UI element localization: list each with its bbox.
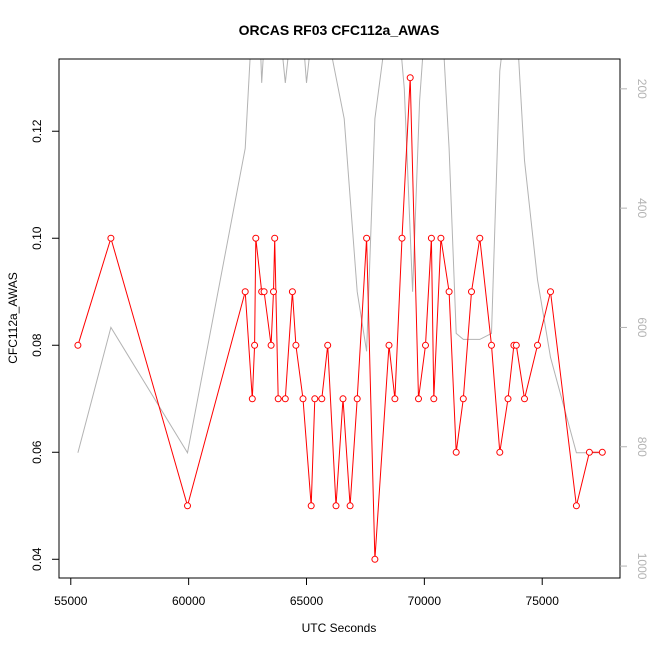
y-axis: 0.04 0.06 0.08 0.10 0.12 xyxy=(30,119,59,571)
data-point xyxy=(332,502,340,510)
data-point xyxy=(534,341,541,349)
data-point xyxy=(488,341,495,349)
data-point xyxy=(248,395,256,403)
data-point xyxy=(267,341,275,349)
y-tick-label: 0.10 xyxy=(30,226,44,250)
data-point xyxy=(572,502,580,510)
data-point xyxy=(318,395,326,403)
data-point xyxy=(385,341,393,349)
x-tick-label: 65000 xyxy=(290,594,324,608)
data-point xyxy=(521,395,528,403)
right-y-tick-label: 600 xyxy=(635,317,649,337)
data-point xyxy=(398,234,406,242)
data-point xyxy=(585,448,593,456)
data-point xyxy=(371,555,379,563)
chart-title: ORCAS RF03 CFC112a_AWAS xyxy=(239,22,440,38)
data-point xyxy=(270,288,277,296)
right-y-tick-label: 200 xyxy=(635,79,649,99)
x-tick-label: 75000 xyxy=(526,594,560,608)
y-axis-label: CFC112a_AWAS xyxy=(6,272,20,364)
data-point xyxy=(324,341,332,349)
data-point xyxy=(476,234,484,242)
data-point xyxy=(311,395,319,403)
y-tick-label: 0.08 xyxy=(30,333,44,357)
x-tick-label: 60000 xyxy=(172,594,206,608)
plot-frame xyxy=(58,58,621,579)
data-point xyxy=(307,502,315,510)
data-point xyxy=(184,502,191,510)
right-y-tick-label: 800 xyxy=(635,437,649,457)
y-tick-label: 0.12 xyxy=(30,119,44,143)
data-point xyxy=(459,395,467,403)
data-point xyxy=(437,234,445,242)
x-axis-label: UTC Seconds xyxy=(302,621,377,635)
plot-area xyxy=(74,59,606,563)
data-point xyxy=(430,395,438,403)
data-point xyxy=(496,448,504,456)
data-point xyxy=(74,341,82,349)
data-point xyxy=(415,395,422,403)
data-point xyxy=(274,395,282,403)
data-point xyxy=(346,502,354,510)
data-point xyxy=(445,288,453,296)
data-point xyxy=(339,395,347,403)
x-axis: 55000 60000 65000 70000 75000 xyxy=(54,578,559,608)
data-point xyxy=(251,341,259,349)
x-tick-label: 70000 xyxy=(408,594,442,608)
x-tick-label: 55000 xyxy=(54,594,88,608)
data-point xyxy=(252,234,260,242)
right-y-axis: 200 400 600 800 1000 xyxy=(620,79,649,580)
data-point xyxy=(391,395,399,403)
data-point xyxy=(107,234,115,242)
data-point xyxy=(452,448,460,456)
data-point xyxy=(427,234,435,242)
data-point xyxy=(598,448,606,456)
data-point xyxy=(363,234,371,242)
y-tick-label: 0.04 xyxy=(30,547,44,571)
data-point xyxy=(504,395,512,403)
right-y-tick-label: 1000 xyxy=(635,553,649,580)
altitude-series-line xyxy=(77,59,603,455)
data-point xyxy=(260,288,268,296)
data-point xyxy=(299,395,307,403)
data-point xyxy=(241,288,249,296)
data-point xyxy=(271,234,279,242)
data-point xyxy=(547,288,554,296)
right-y-tick-label: 400 xyxy=(635,198,649,218)
data-point xyxy=(281,395,289,403)
data-point xyxy=(406,74,414,82)
data-point xyxy=(353,395,361,403)
data-point xyxy=(422,341,429,349)
data-point xyxy=(512,341,520,349)
data-point xyxy=(468,288,475,296)
cfc112a-series-line xyxy=(77,77,603,560)
data-point xyxy=(288,288,296,296)
data-point xyxy=(292,341,300,349)
y-tick-label: 0.06 xyxy=(30,440,44,464)
